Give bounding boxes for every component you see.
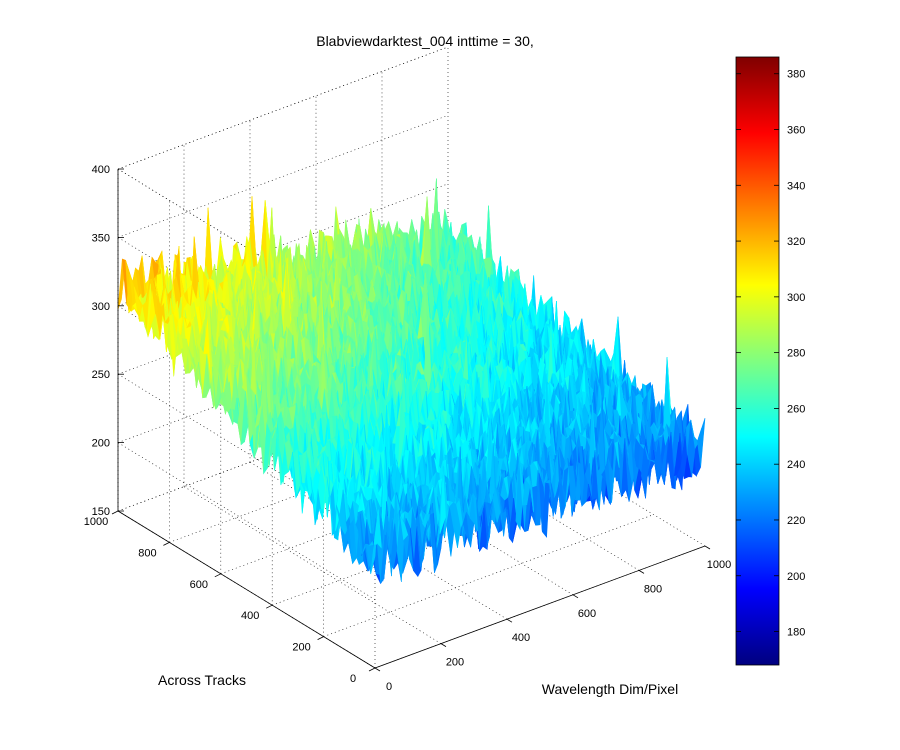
grid-line xyxy=(117,46,449,170)
grid-line xyxy=(117,115,449,238)
surface-plot xyxy=(117,178,706,585)
chart-title: Blabviewdarktest_004 inttime = 30, xyxy=(316,33,534,49)
